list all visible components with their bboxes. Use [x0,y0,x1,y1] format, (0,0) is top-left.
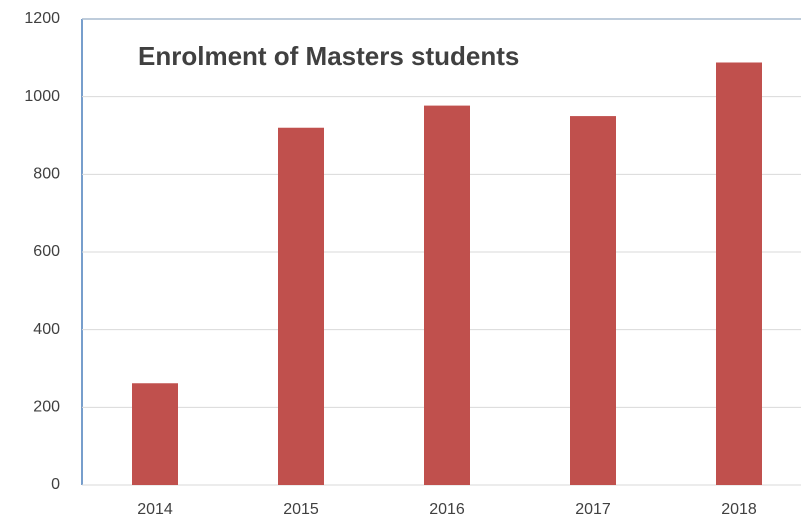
y-tick-label: 800 [33,166,60,183]
y-tick-label: 1200 [24,10,60,27]
chart-title: Enrolment of Masters students [138,41,519,71]
y-tick-label: 200 [33,399,60,416]
bar [570,116,616,485]
bar [424,105,470,486]
y-tick-label: 400 [33,321,60,338]
x-tick-label: 2018 [721,501,757,518]
y-tick-label: 0 [51,476,60,493]
x-tick-label: 2017 [575,501,611,518]
x-tick-label: 2016 [429,501,465,518]
y-tick-label: 600 [33,243,60,260]
bar [278,127,324,485]
bar [132,383,178,485]
x-tick-label: 2015 [283,501,319,518]
x-tick-label: 2014 [137,501,173,518]
bar [716,62,762,485]
y-tick-label: 1000 [24,88,60,105]
